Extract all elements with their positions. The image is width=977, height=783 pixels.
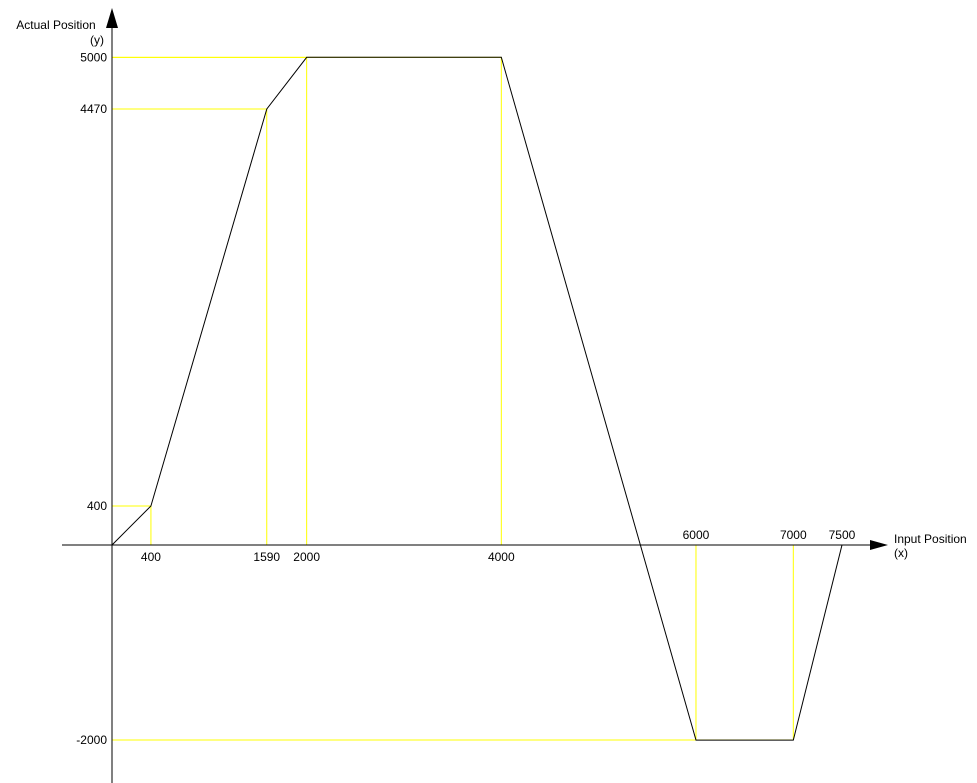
- axis-labels: Actual Position(y) Input Position(x): [16, 18, 966, 560]
- x-tick-label-400: 400: [141, 550, 161, 564]
- series-line-0: [111, 56, 843, 741]
- x-axis-title: Input Position: [894, 532, 967, 546]
- x-axis-arrow: [870, 540, 888, 550]
- x-tick-label-2000: 2000: [293, 550, 320, 564]
- x-tick-label-1590: 1590: [253, 550, 280, 564]
- x-tick-label-4000: 4000: [488, 550, 515, 564]
- y-axis-variable: (y): [90, 33, 104, 47]
- series-group: [111, 56, 843, 741]
- guide-lines: [112, 56, 794, 741]
- y-tick-label-5000: 5000: [80, 50, 107, 64]
- y-tick-label--2000: -2000: [76, 733, 107, 747]
- y-axis-arrow: [106, 8, 118, 28]
- tick-labels: 400 1590 2000 4000 6000 7000 7500 5000 4470 400 -2…: [76, 50, 855, 747]
- x-tick-label-6000: 6000: [683, 528, 710, 542]
- x-axis-variable: (x): [894, 546, 908, 560]
- x-tick-label-7000: 7000: [780, 528, 807, 542]
- axes: [62, 8, 888, 783]
- y-axis-title: Actual Position: [16, 18, 95, 32]
- y-tick-label-4470: 4470: [80, 102, 107, 116]
- x-tick-label-7500: 7500: [829, 528, 856, 542]
- y-tick-label-400: 400: [87, 499, 107, 513]
